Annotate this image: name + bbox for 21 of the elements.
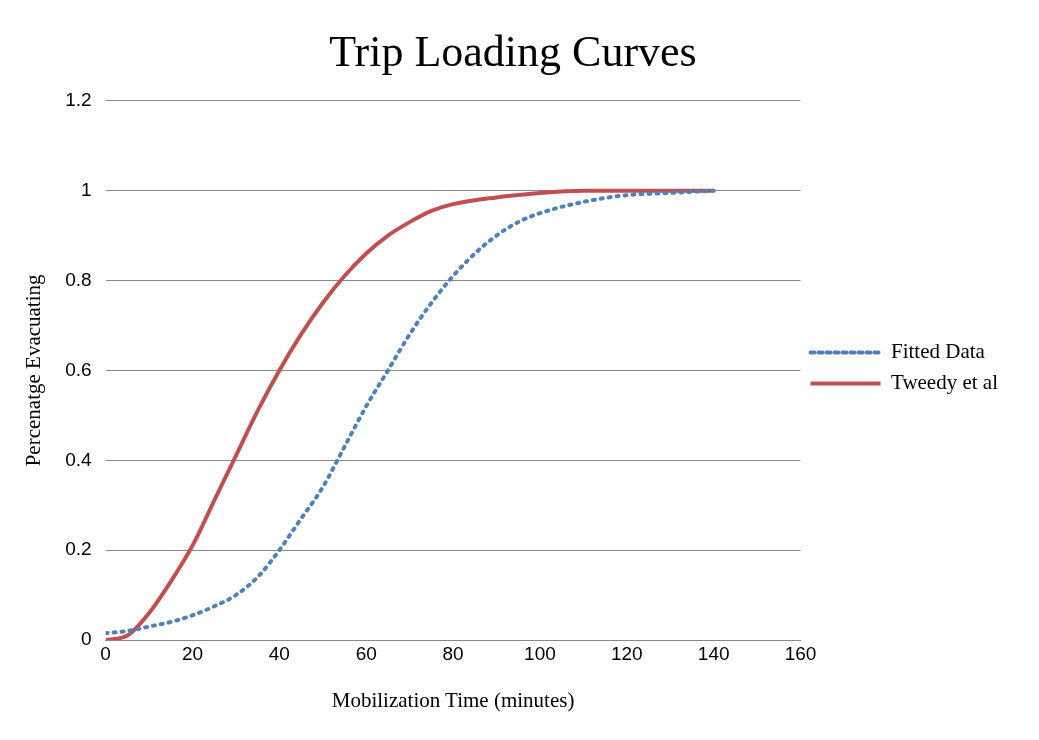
y-tick-label: 1 [81, 178, 92, 200]
x-axis-title: Mobilization Time (minutes) [331, 687, 575, 712]
legend-label: Fitted Data [891, 339, 986, 364]
chart-title: Trip Loading Curves [329, 26, 697, 76]
x-tick-label: 60 [355, 642, 377, 664]
y-tick-label: 0.6 [65, 358, 92, 380]
x-tick-label: 40 [268, 642, 290, 664]
x-tick-label: 140 [697, 642, 730, 664]
y-tick-label: 0.4 [65, 448, 93, 470]
y-tick-label: 0.2 [65, 538, 92, 560]
legend-label: Tweedy et al [891, 370, 999, 395]
y-axis-title: Percenatge Evacuating [21, 273, 46, 467]
x-tick-label: 80 [442, 642, 464, 664]
x-tick-label: 0 [100, 642, 111, 664]
y-tick-label: 0.8 [65, 268, 92, 290]
y-tick-label: 1.2 [65, 89, 92, 111]
y-tick-label: 0 [81, 628, 92, 650]
x-tick-label: 120 [610, 642, 643, 664]
x-tick-label: 100 [524, 642, 556, 664]
x-tick-label: 160 [784, 642, 817, 664]
x-tick-label: 20 [181, 642, 204, 664]
